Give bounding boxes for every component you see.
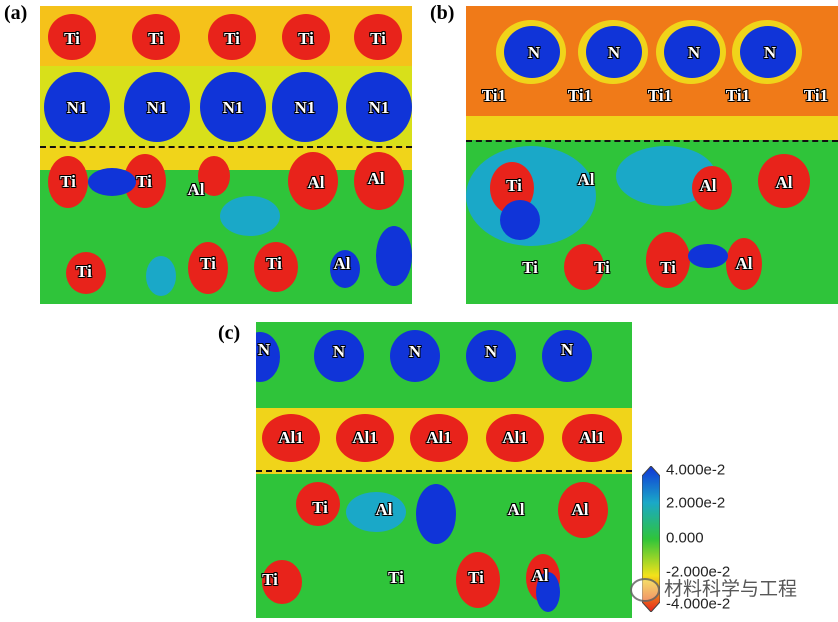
atom-label: Al [307,173,325,192]
atom-label: Al1 [278,428,304,447]
panel-b-label: (b) [430,2,455,24]
atom-label: Ti [506,176,522,195]
atom-label: Ti1 [567,86,593,105]
atom-label: Ti [224,29,240,48]
atom-label: Al [333,254,351,273]
panel-a-map: Ti Ti Ti Ti Ti N1 N1 N1 N1 N1 Ti Ti Al A… [40,6,412,304]
interface-line [256,470,632,472]
atom-label: Al [699,176,717,195]
legend-tick-label: -2.000e-2 [666,563,731,581]
atom-label: Al1 [352,428,378,447]
atom-label: Ti [298,29,314,48]
atom-label: Al [531,566,549,585]
atom-label: Ti [312,498,328,517]
atom-label: Ti [262,570,278,589]
legend-tick-label: 4.000e-2 [666,461,726,479]
atom-label: Al1 [579,428,605,447]
atom-label: N1 [294,98,316,117]
wechat-icon [630,577,660,602]
atom-label: N [687,43,701,62]
atom-label: Ti [660,258,676,277]
atom-label: Al1 [426,428,452,447]
atom-label: N [332,342,346,361]
atom-label: Ti [148,29,164,48]
atom-label: N [607,43,621,62]
atom-label: Ti [594,258,610,277]
atom-label: N1 [368,98,390,117]
atom-label: Al [571,500,589,519]
atom-label: Ti [370,29,386,48]
legend-tick-label: 2.000e-2 [666,494,726,512]
interface-line [466,140,838,142]
legend-tick-label: 0.000 [666,529,704,547]
atom-label: Al [735,254,753,273]
watermark-text: 材料科学与工程 [664,578,798,600]
atom-label: N [408,342,422,361]
atom-label: Al [187,180,205,199]
atom-label: Ti [64,29,80,48]
panel-c-map: N N N N N Al1 Al1 Al1 Al1 Al1 Ti Al Al A… [256,322,632,618]
atom-label: N1 [222,98,244,117]
atom-label: Al [367,169,385,188]
atom-label: Al [375,500,393,519]
atom-label: Ti1 [647,86,673,105]
watermark: 材料科学与工程 [630,574,797,602]
legend-tick-label: -4.000e-2 [666,595,731,613]
panel-c-label: (c) [218,322,241,344]
atom-label: N1 [66,98,88,117]
atom-label: N [763,43,777,62]
atom-label: Al1 [502,428,528,447]
atom-label: Ti1 [481,86,507,105]
atom-label: Ti [266,254,282,273]
atom-label: N [527,43,541,62]
atom-label: Ti [76,262,92,281]
atom-label: Ti1 [803,86,829,105]
atom-label: Al [775,173,793,192]
atom-label: Ti [60,172,76,191]
atom-label: Ti [522,258,538,277]
atom-label: Al [507,500,525,519]
atom-label: N [257,340,271,359]
panel-a-label: (a) [4,2,28,24]
atom-label: Ti [136,172,152,191]
atom-label: Ti [388,568,404,587]
atom-label: N1 [146,98,168,117]
atom-label: Ti [468,568,484,587]
atom-label: N [484,342,498,361]
atom-label: Al [577,170,595,189]
atom-label: Ti1 [725,86,751,105]
panel-b-map: N N N N Ti1 Ti1 Ti1 Ti1 Ti1 Ti Al Al Al … [466,6,838,304]
atom-label: N [560,340,574,359]
interface-line [40,146,412,148]
atom-label: Ti [200,254,216,273]
